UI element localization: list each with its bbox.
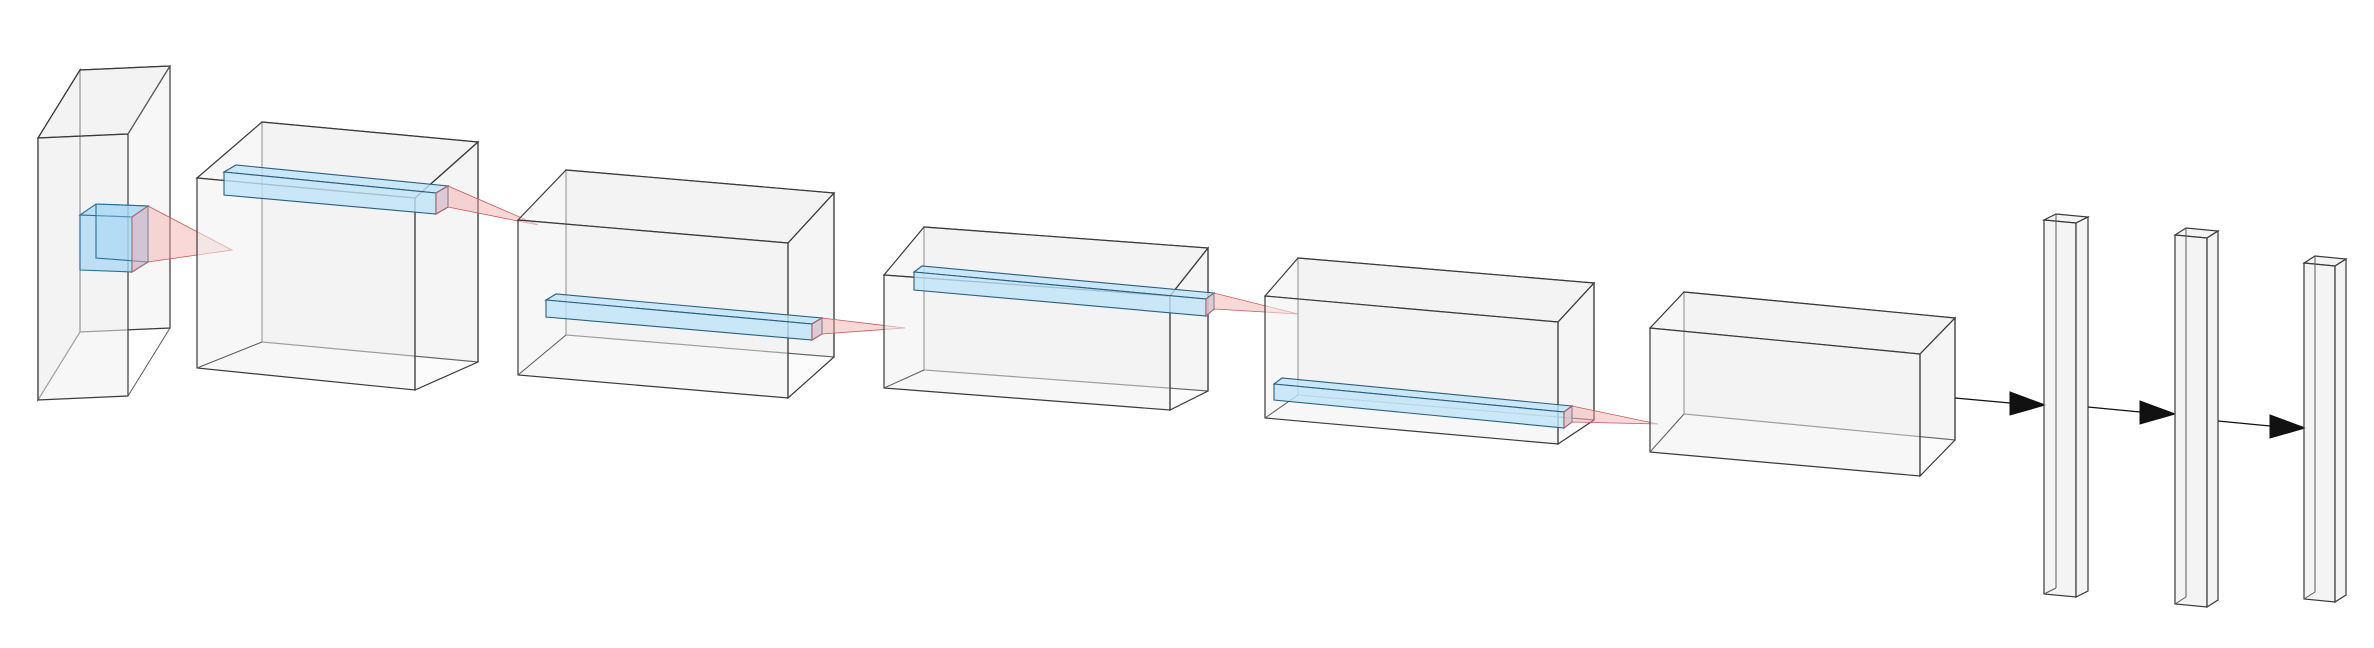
input-volume — [36, 65, 234, 403]
dense-layer-3 — [2302, 255, 2348, 604]
kernel-bar — [222, 164, 450, 215]
conv-volume-4 — [1263, 257, 1659, 446]
connector-arrow-3 — [2217, 414, 2307, 439]
receptive-field-cone — [131, 205, 234, 273]
kernel-bar — [1272, 377, 1574, 430]
receptive-field-cone — [1563, 405, 1659, 429]
connector-arrow-1 — [1954, 391, 2047, 416]
conv-volume-1 — [195, 121, 539, 391]
receptive-field-cone — [811, 317, 906, 341]
conv-volume-3 — [882, 226, 1299, 411]
kernel-cube — [78, 203, 150, 273]
dense-layer-2 — [2173, 227, 2220, 609]
dense-layer-1 — [2041, 213, 2091, 598]
receptive-field-cone — [435, 185, 539, 226]
conv-volume-5 — [1648, 291, 1957, 478]
kernel-bar — [912, 265, 1216, 318]
conv-volume-2 — [516, 169, 906, 400]
connector-arrow-2 — [2087, 400, 2177, 425]
